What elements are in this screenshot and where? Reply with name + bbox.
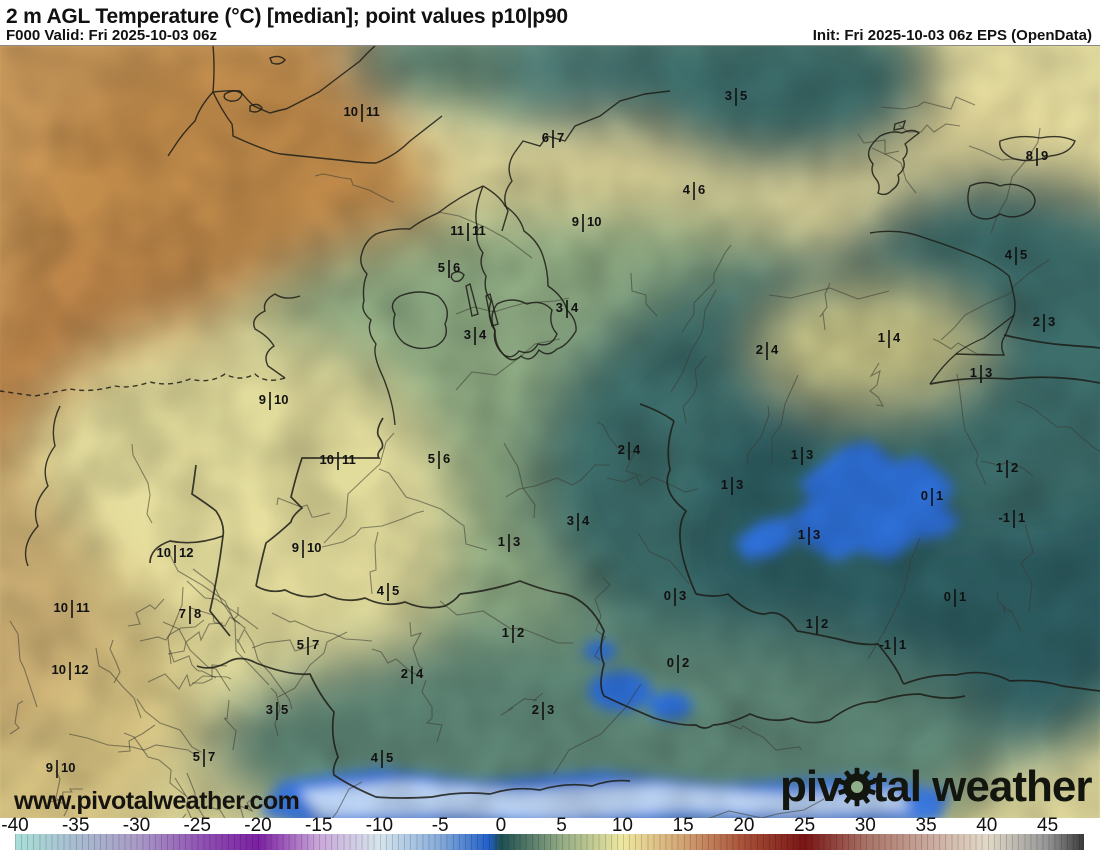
svg-text:5: 5 bbox=[740, 88, 747, 103]
svg-text:11: 11 bbox=[342, 452, 356, 467]
svg-text:5: 5 bbox=[392, 583, 399, 598]
svg-text:7: 7 bbox=[557, 130, 564, 145]
svg-text:0: 0 bbox=[921, 488, 928, 503]
svg-text:1: 1 bbox=[878, 330, 885, 345]
svg-text:3: 3 bbox=[806, 447, 813, 462]
svg-text:3: 3 bbox=[567, 513, 574, 528]
svg-text:2: 2 bbox=[517, 625, 524, 640]
svg-text:10: 10 bbox=[307, 540, 321, 555]
svg-text:3: 3 bbox=[556, 300, 563, 315]
svg-text:8: 8 bbox=[1026, 148, 1033, 163]
svg-text:1: 1 bbox=[798, 527, 805, 542]
svg-text:6: 6 bbox=[443, 451, 450, 466]
svg-text:1: 1 bbox=[498, 534, 505, 549]
svg-text:9: 9 bbox=[1041, 148, 1048, 163]
svg-text:7: 7 bbox=[312, 637, 319, 652]
svg-text:4: 4 bbox=[1005, 247, 1013, 262]
svg-text:2: 2 bbox=[682, 655, 689, 670]
svg-text:12: 12 bbox=[179, 545, 193, 560]
svg-text:5: 5 bbox=[428, 451, 435, 466]
svg-text:5: 5 bbox=[386, 750, 393, 765]
svg-text:0: 0 bbox=[944, 589, 951, 604]
svg-text:3: 3 bbox=[725, 88, 732, 103]
svg-text:3: 3 bbox=[985, 365, 992, 380]
svg-text:5: 5 bbox=[1020, 247, 1027, 262]
svg-text:4: 4 bbox=[582, 513, 590, 528]
svg-text:4: 4 bbox=[416, 666, 424, 681]
svg-text:-1: -1 bbox=[879, 637, 891, 652]
svg-text:1: 1 bbox=[970, 365, 977, 380]
svg-text:1: 1 bbox=[959, 589, 966, 604]
svg-text:9: 9 bbox=[259, 392, 266, 407]
svg-text:4: 4 bbox=[633, 442, 641, 457]
svg-text:10: 10 bbox=[157, 545, 171, 560]
svg-text:11: 11 bbox=[472, 223, 486, 238]
svg-text:7: 7 bbox=[208, 749, 215, 764]
svg-text:4: 4 bbox=[683, 182, 691, 197]
svg-text:1: 1 bbox=[502, 625, 509, 640]
svg-text:10: 10 bbox=[52, 662, 66, 677]
svg-text:10: 10 bbox=[274, 392, 288, 407]
svg-text:1: 1 bbox=[1018, 510, 1025, 525]
svg-text:1: 1 bbox=[899, 637, 906, 652]
svg-text:11: 11 bbox=[450, 223, 464, 238]
svg-text:2: 2 bbox=[756, 342, 763, 357]
svg-text:6: 6 bbox=[542, 130, 549, 145]
svg-text:11: 11 bbox=[76, 600, 90, 615]
svg-text:2: 2 bbox=[618, 442, 625, 457]
svg-text:2: 2 bbox=[821, 616, 828, 631]
svg-text:2: 2 bbox=[1033, 314, 1040, 329]
svg-text:8: 8 bbox=[194, 606, 201, 621]
svg-text:3: 3 bbox=[513, 534, 520, 549]
svg-text:7: 7 bbox=[179, 606, 186, 621]
svg-text:4: 4 bbox=[893, 330, 901, 345]
svg-text:9: 9 bbox=[572, 214, 579, 229]
svg-text:3: 3 bbox=[464, 327, 471, 342]
svg-text:5: 5 bbox=[193, 749, 200, 764]
svg-text:3: 3 bbox=[1048, 314, 1055, 329]
svg-text:4: 4 bbox=[771, 342, 779, 357]
svg-text:1: 1 bbox=[996, 460, 1003, 475]
svg-text:10: 10 bbox=[587, 214, 601, 229]
svg-text:0: 0 bbox=[667, 655, 674, 670]
svg-text:4: 4 bbox=[571, 300, 579, 315]
svg-text:5: 5 bbox=[281, 702, 288, 717]
svg-text:4: 4 bbox=[377, 583, 385, 598]
svg-text:1: 1 bbox=[721, 477, 728, 492]
svg-text:10: 10 bbox=[54, 600, 68, 615]
svg-text:-1: -1 bbox=[998, 510, 1010, 525]
svg-text:2: 2 bbox=[1011, 460, 1018, 475]
svg-text:5: 5 bbox=[438, 260, 445, 275]
svg-text:1: 1 bbox=[806, 616, 813, 631]
svg-text:4: 4 bbox=[479, 327, 487, 342]
svg-text:2: 2 bbox=[401, 666, 408, 681]
svg-text:1: 1 bbox=[936, 488, 943, 503]
svg-text:9: 9 bbox=[46, 760, 53, 775]
svg-text:3: 3 bbox=[547, 702, 554, 717]
svg-text:0: 0 bbox=[664, 588, 671, 603]
svg-text:4: 4 bbox=[371, 750, 379, 765]
svg-text:3: 3 bbox=[736, 477, 743, 492]
svg-text:1: 1 bbox=[791, 447, 798, 462]
svg-text:6: 6 bbox=[453, 260, 460, 275]
svg-text:9: 9 bbox=[292, 540, 299, 555]
svg-text:12: 12 bbox=[74, 662, 88, 677]
svg-text:5: 5 bbox=[297, 637, 304, 652]
svg-text:3: 3 bbox=[679, 588, 686, 603]
svg-text:3: 3 bbox=[266, 702, 273, 717]
svg-text:11: 11 bbox=[366, 104, 380, 119]
svg-text:6: 6 bbox=[698, 182, 705, 197]
svg-text:2: 2 bbox=[532, 702, 539, 717]
svg-text:10: 10 bbox=[344, 104, 358, 119]
svg-text:3: 3 bbox=[813, 527, 820, 542]
svg-text:10: 10 bbox=[61, 760, 75, 775]
svg-text:10: 10 bbox=[320, 452, 334, 467]
